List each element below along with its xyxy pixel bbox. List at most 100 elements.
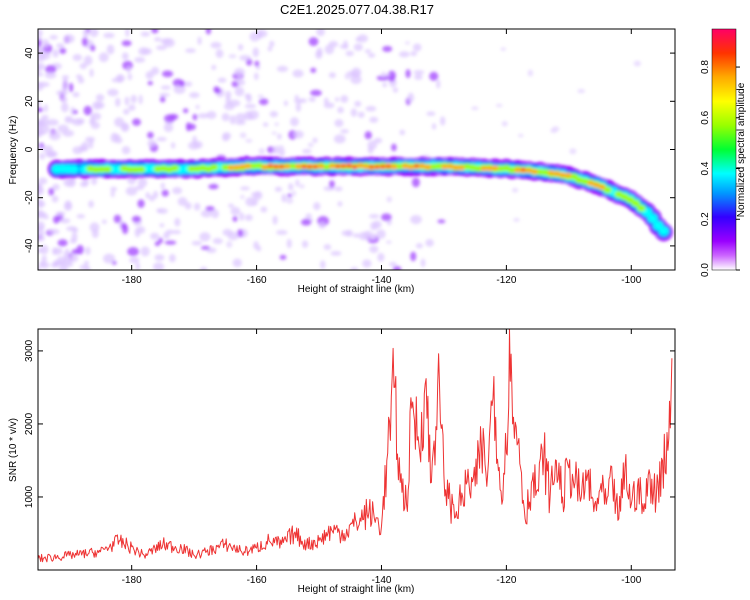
ridge-blob (525, 168, 533, 174)
noise-blob (328, 40, 339, 48)
noise-blob (172, 187, 183, 195)
noise-blob (235, 112, 247, 123)
noise-blob (410, 251, 417, 262)
noise-blob (205, 206, 215, 212)
noise-blob (230, 206, 241, 216)
noise-blob (188, 141, 200, 150)
noise-blob (64, 200, 72, 210)
ridge-blob (209, 163, 219, 171)
noise-blob (367, 53, 376, 58)
ridge-blob (244, 163, 252, 169)
noise-blob (170, 142, 176, 149)
noise-blob (214, 88, 222, 94)
noise-blob (41, 255, 47, 263)
noise-blob (61, 75, 70, 80)
noise-blob (258, 147, 265, 155)
noise-blob (316, 47, 323, 57)
noise-blob (245, 138, 253, 143)
noise-blob (411, 177, 420, 188)
noise-blob (103, 32, 115, 39)
noise-blob (376, 75, 389, 81)
noise-blob (38, 221, 45, 231)
noise-blob (200, 245, 211, 250)
noise-blob (199, 232, 211, 242)
noise-blob (76, 214, 86, 219)
noise-blob (410, 214, 422, 225)
noise-blob (191, 240, 203, 246)
noise-blob (351, 70, 360, 78)
noise-blob (501, 121, 508, 127)
noise-blob (101, 219, 107, 224)
noise-blob (115, 74, 126, 83)
noise-blob (39, 261, 46, 267)
spectrogram-ytick-label: 20 (24, 95, 35, 107)
spectrogram-ytick-label: 0 (24, 146, 35, 152)
noise-blob (83, 105, 93, 116)
noise-blob (138, 94, 143, 105)
ridge-blob (307, 165, 313, 169)
noise-blob (110, 190, 115, 198)
ridge-blob (267, 164, 273, 168)
ridge-blob (136, 165, 146, 173)
noise-blob (199, 266, 208, 270)
noise-blob (289, 117, 299, 127)
noise-blob (323, 102, 335, 109)
spectrogram-xtick-label: -160 (247, 275, 267, 286)
spectrogram-noise (38, 29, 641, 270)
noise-blob (125, 29, 130, 37)
spectrogram-ytick-label: 40 (24, 47, 35, 59)
noise-blob (52, 49, 59, 58)
noise-blob (329, 180, 335, 188)
noise-blob (38, 71, 44, 77)
noise-blob (135, 262, 141, 270)
noise-blob (150, 66, 160, 75)
spectrogram-ytick-label: -20 (24, 190, 35, 205)
noise-blob (232, 258, 242, 268)
noise-blob (49, 35, 58, 40)
noise-blob (344, 72, 351, 80)
noise-blob (186, 123, 196, 131)
noise-blob (88, 200, 94, 208)
noise-blob (376, 229, 386, 239)
noise-blob (44, 65, 57, 74)
noise-blob (374, 137, 383, 144)
noise-blob (310, 67, 317, 73)
noise-blob (352, 233, 360, 238)
noise-blob (56, 256, 66, 265)
ridge-blob (631, 199, 641, 207)
noise-blob (380, 71, 387, 78)
noise-blob (79, 181, 88, 188)
noise-blob (633, 60, 641, 67)
noise-blob (200, 209, 213, 218)
noise-blob (365, 105, 377, 112)
noise-blob (98, 52, 109, 63)
noise-blob (386, 196, 393, 203)
noise-blob (305, 213, 312, 219)
noise-blob (95, 93, 105, 102)
noise-blob (55, 211, 66, 217)
ridge-blob (346, 164, 352, 168)
noise-blob (239, 132, 247, 139)
noise-blob (240, 186, 250, 191)
noise-blob (38, 46, 44, 54)
noise-blob (429, 71, 439, 81)
noise-blob (63, 34, 75, 44)
noise-blob (132, 118, 142, 126)
noise-blob (313, 202, 321, 211)
colorbar-ticks: 0.0 0.2 0.4 0.6 0.8 (700, 60, 740, 277)
ridge-blob (170, 164, 180, 172)
noise-blob (405, 69, 411, 79)
spectrogram-ridge (47, 156, 673, 242)
noise-blob (295, 102, 302, 112)
colorbar-tick-label: 0.0 (700, 263, 711, 277)
snr-xtick-label: -160 (247, 575, 267, 586)
snr-ytick-label: 1000 (24, 485, 35, 508)
noise-blob (340, 95, 349, 103)
colorbar-gradient (711, 28, 737, 271)
noise-blob (240, 194, 245, 200)
snr-y-ticks: 1000 2000 3000 (24, 339, 675, 508)
noise-blob (382, 45, 393, 53)
noise-blob (363, 230, 373, 241)
noise-blob (43, 103, 48, 113)
noise-blob (125, 186, 138, 196)
